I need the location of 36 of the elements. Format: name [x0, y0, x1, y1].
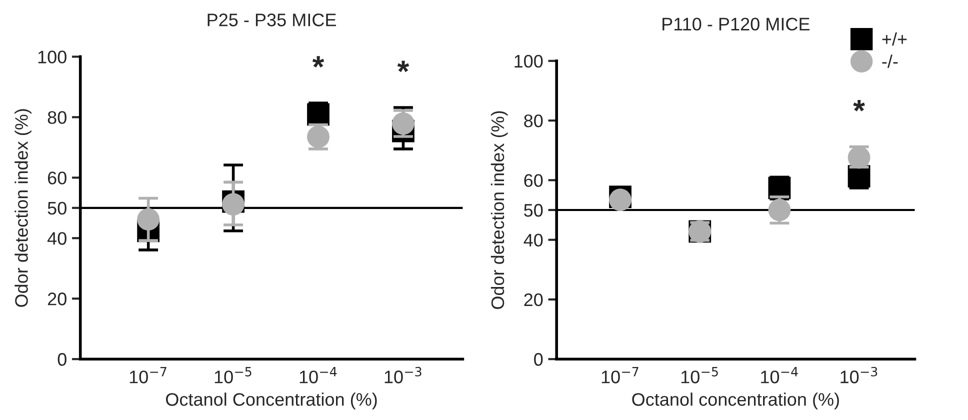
y-tick-label: 0	[58, 353, 66, 366]
y-tick-label: 40	[524, 234, 543, 247]
annotation: *	[312, 56, 324, 68]
x-tick-label: 10$^{−4}$	[761, 367, 798, 384]
y-tick-label: 50	[524, 204, 543, 217]
y-tick-label: 100	[38, 50, 66, 64]
y-tick-label: 0	[534, 353, 543, 366]
x-tick-label: 10$^{−7}$	[602, 367, 638, 384]
legend-label: +/+	[882, 32, 907, 46]
y-axis-title: Odor detection index (%)	[14, 109, 32, 307]
x-tick-label: 10$^{−5}$	[214, 367, 252, 384]
y-axis-title: Odor detection index (%)	[490, 111, 508, 309]
y-tick-label: 80	[524, 114, 543, 128]
legend-label: -/-	[882, 54, 898, 68]
x-tick-label: 10$^{−5}$	[681, 367, 718, 384]
point	[307, 103, 330, 126]
x-tick-label: 10$^{−4}$	[300, 367, 337, 384]
x-tick-label: 10$^{−7}$	[130, 367, 166, 384]
y-tick-label: 100	[514, 54, 543, 68]
point	[768, 198, 791, 222]
chart-title: P25 - P35 MICE	[208, 14, 336, 26]
annotation: *	[397, 60, 410, 72]
y-tick-label: 20	[48, 292, 66, 306]
y-tick-label: 60	[524, 174, 543, 187]
annotation: *	[853, 100, 865, 112]
x-tick-label: 10$^{−3}$	[840, 366, 878, 384]
point	[137, 208, 160, 231]
x-tick-label: 10$^{−3}$	[384, 366, 422, 384]
y-tick-label: 50	[48, 202, 66, 215]
y-tick-label: 20	[524, 293, 543, 306]
y-tick-label: 60	[48, 172, 66, 184]
x-axis-title: Octanol concentration (%)	[632, 392, 839, 410]
chart-title: P110 - P120 MICE	[662, 18, 810, 31]
y-tick-label: 40	[47, 232, 66, 245]
x-axis-title: Octanol Concentration (%)	[166, 392, 377, 410]
y-tick-label: 80	[48, 111, 66, 124]
